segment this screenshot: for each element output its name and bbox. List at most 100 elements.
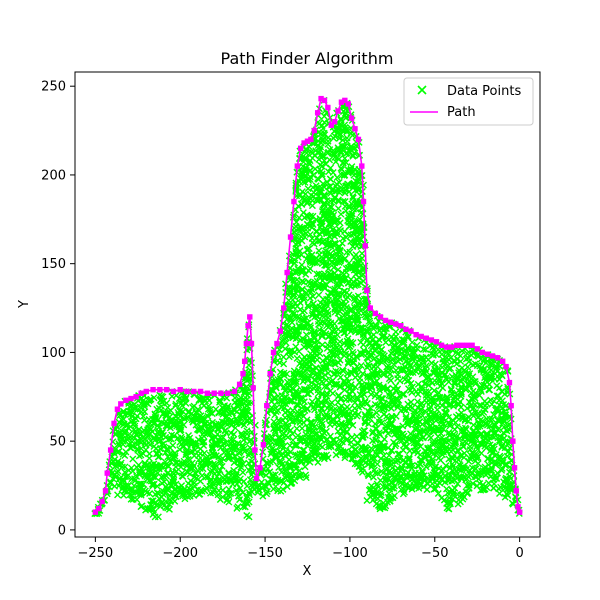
data-point bbox=[399, 422, 407, 430]
data-point bbox=[373, 460, 381, 468]
path-point bbox=[197, 388, 204, 395]
data-point bbox=[404, 435, 412, 443]
data-point bbox=[479, 486, 487, 494]
path-point bbox=[236, 381, 243, 388]
data-point bbox=[453, 454, 461, 462]
data-point bbox=[296, 247, 304, 255]
data-point bbox=[313, 352, 321, 360]
data-point bbox=[504, 491, 512, 499]
data-point bbox=[446, 422, 454, 430]
path-point bbox=[314, 110, 321, 116]
data-point bbox=[292, 380, 300, 388]
data-point bbox=[407, 398, 415, 406]
data-point bbox=[335, 146, 343, 154]
data-point bbox=[191, 446, 199, 454]
data-point bbox=[391, 442, 399, 450]
data-point bbox=[385, 421, 393, 429]
data-point bbox=[471, 394, 479, 402]
data-point bbox=[354, 186, 362, 194]
data-point bbox=[243, 406, 251, 414]
data-point bbox=[354, 410, 362, 418]
data-point bbox=[294, 239, 302, 247]
data-point bbox=[275, 346, 283, 354]
path-point bbox=[231, 388, 238, 395]
x-tick-label: −150 bbox=[247, 546, 283, 561]
data-point bbox=[272, 408, 280, 416]
data-point bbox=[296, 473, 304, 481]
path-point bbox=[372, 310, 379, 317]
data-point bbox=[331, 370, 339, 378]
data-point bbox=[318, 137, 326, 145]
path-point bbox=[474, 346, 480, 352]
data-point bbox=[282, 339, 290, 347]
path-point bbox=[423, 335, 429, 341]
data-point bbox=[182, 451, 190, 459]
data-point bbox=[159, 431, 167, 439]
data-point bbox=[225, 469, 233, 477]
data-point bbox=[322, 259, 330, 267]
data-point bbox=[419, 412, 427, 420]
path-point bbox=[225, 390, 231, 396]
data-point bbox=[190, 491, 198, 499]
data-point bbox=[469, 480, 477, 488]
data-point bbox=[425, 411, 433, 419]
path-point bbox=[499, 358, 506, 364]
data-point bbox=[123, 421, 131, 429]
legend-label-data-points: Data Points bbox=[447, 84, 521, 99]
data-point bbox=[492, 451, 500, 459]
path-layer bbox=[92, 95, 523, 515]
path-point bbox=[515, 504, 521, 510]
data-point bbox=[215, 480, 223, 488]
data-point bbox=[276, 477, 284, 485]
data-point bbox=[496, 489, 504, 497]
path-point bbox=[111, 420, 117, 427]
data-point bbox=[365, 472, 373, 480]
data-point bbox=[477, 387, 485, 395]
data-point bbox=[353, 432, 361, 440]
data-point bbox=[324, 454, 332, 462]
data-point bbox=[127, 495, 135, 503]
data-point bbox=[392, 440, 400, 448]
data-point bbox=[171, 449, 179, 457]
plot-area bbox=[91, 95, 523, 521]
data-point bbox=[224, 402, 232, 410]
data-point bbox=[337, 443, 345, 451]
data-point bbox=[345, 204, 353, 212]
path-point bbox=[107, 447, 114, 453]
data-point bbox=[382, 475, 390, 483]
data-point bbox=[390, 360, 398, 368]
data-point bbox=[218, 462, 226, 470]
data-point bbox=[219, 454, 227, 462]
data-point bbox=[332, 380, 340, 388]
data-point bbox=[293, 283, 301, 291]
data-point bbox=[315, 270, 323, 278]
data-point bbox=[381, 442, 389, 450]
data-point bbox=[400, 336, 408, 344]
data-point bbox=[319, 125, 327, 133]
data-point bbox=[278, 437, 286, 445]
data-point bbox=[240, 477, 248, 485]
data-point bbox=[327, 441, 335, 449]
y-tick-label: 250 bbox=[41, 80, 66, 95]
data-point bbox=[186, 470, 194, 478]
data-point bbox=[416, 451, 424, 459]
data-point bbox=[359, 341, 367, 349]
path-point bbox=[393, 321, 399, 327]
data-point bbox=[318, 332, 326, 340]
data-point bbox=[300, 385, 308, 393]
path-point bbox=[291, 198, 297, 205]
data-point bbox=[496, 362, 504, 370]
path-point bbox=[464, 342, 470, 349]
data-point bbox=[355, 449, 363, 457]
data-point bbox=[139, 450, 147, 458]
data-point bbox=[288, 309, 296, 317]
data-point bbox=[222, 427, 230, 435]
data-point bbox=[137, 480, 145, 488]
data-point bbox=[386, 370, 394, 378]
data-point bbox=[306, 231, 314, 239]
data-point bbox=[374, 469, 382, 477]
data-point bbox=[307, 212, 315, 220]
path-point bbox=[243, 340, 250, 347]
data-point bbox=[123, 472, 131, 480]
x-tick-label: −50 bbox=[421, 546, 448, 561]
